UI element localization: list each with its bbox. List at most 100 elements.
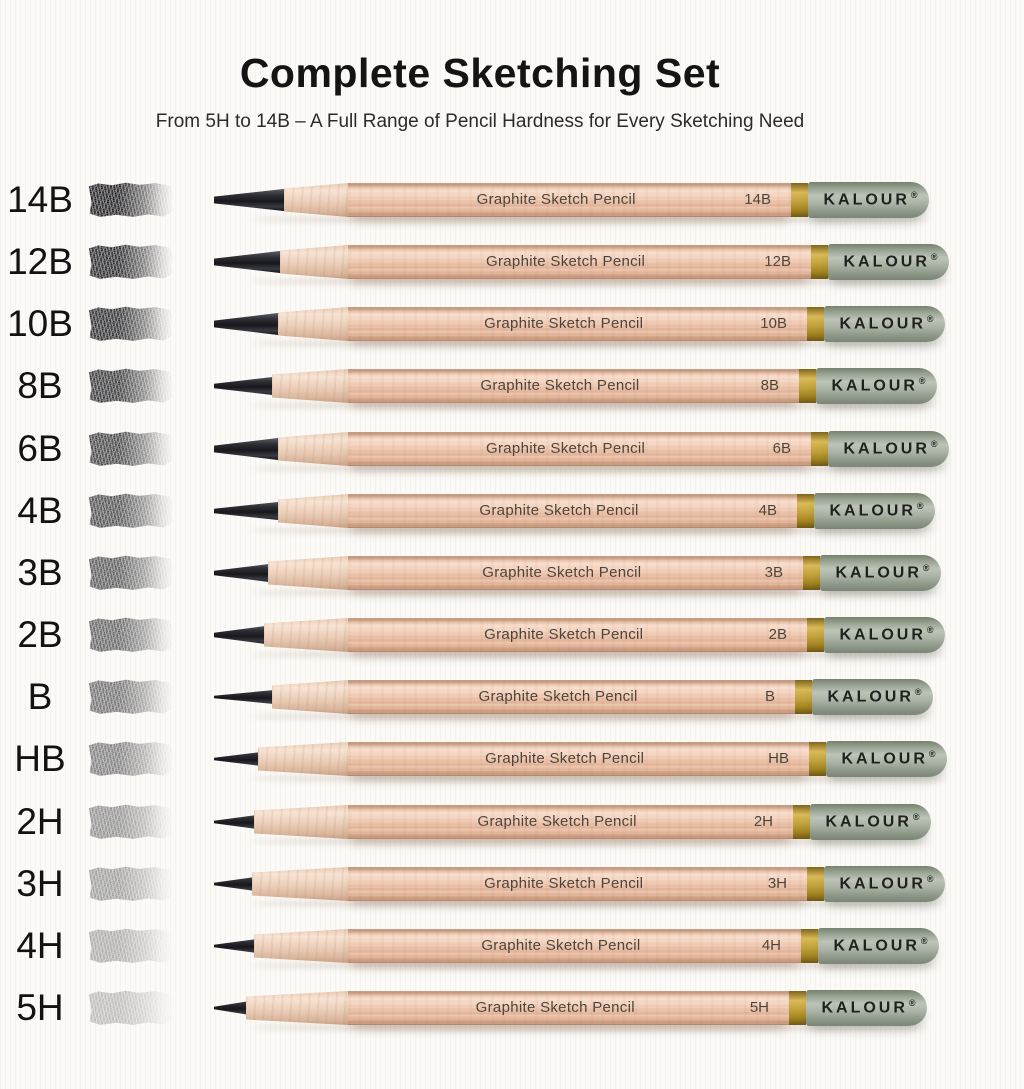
- pencil-shadow: [250, 838, 931, 845]
- pencil: Graphite Sketch Pencil 5H KALOUR®: [0, 977, 1024, 1039]
- swatch-fill: [88, 866, 174, 901]
- pencil-body: Graphite Sketch Pencil 12B: [348, 245, 811, 279]
- brand-name: KALOUR: [829, 502, 916, 520]
- registered-mark: ®: [926, 625, 934, 636]
- grade-label: 6B: [17, 428, 63, 469]
- graphite-tip: [214, 188, 290, 212]
- graphite-swatch: [88, 493, 174, 528]
- pencil-body: Graphite Sketch Pencil 2H: [348, 805, 793, 839]
- grade-label: 14B: [7, 179, 73, 220]
- registered-mark: ®: [922, 563, 930, 574]
- wood-cone: [258, 742, 348, 776]
- main-title: Complete Sketching Set: [239, 50, 721, 96]
- grade-label: 10B: [7, 303, 73, 344]
- pencil-body-label: Graphite Sketch Pencil: [480, 376, 640, 394]
- wood-cone: [264, 618, 348, 652]
- pencil-body-label: Graphite Sketch Pencil: [481, 936, 641, 954]
- pencil-row: 3H Graphite Sketch Pencil 3H KALOUR®: [0, 853, 1024, 915]
- pencil-row: 4B Graphite Sketch Pencil 4B KALOUR®: [0, 480, 1024, 542]
- brand-name: KALOUR: [821, 999, 908, 1017]
- graphite-tip: [214, 376, 278, 396]
- pencil-grade: 8B: [760, 376, 779, 394]
- wood-cone: [278, 432, 348, 466]
- pencil-shadow: [250, 216, 929, 223]
- brand-name: KALOUR: [841, 750, 928, 768]
- pencil-body: Graphite Sketch Pencil 14B: [348, 183, 791, 217]
- gold-band: [789, 991, 806, 1025]
- graphite-swatch: [88, 306, 174, 341]
- pencil-shadow: [250, 713, 933, 720]
- end-cap: KALOUR®: [828, 244, 949, 280]
- pencil: Graphite Sketch Pencil 10B KALOUR®: [0, 293, 1024, 355]
- grade-label: 4H: [16, 925, 64, 966]
- registered-mark: ®: [914, 687, 922, 698]
- registered-mark: ®: [926, 314, 934, 325]
- pencil-row: 5H Graphite Sketch Pencil 5H KALOUR®: [0, 977, 1024, 1039]
- registered-mark: ®: [908, 998, 916, 1009]
- end-cap: KALOUR®: [824, 617, 945, 653]
- pencil: Graphite Sketch Pencil 6B KALOUR®: [0, 418, 1024, 480]
- registered-mark: ®: [916, 501, 924, 512]
- pencil-body-label: Graphite Sketch Pencil: [478, 687, 638, 705]
- brand-name: KALOUR: [843, 253, 930, 271]
- pencil-body-label: Graphite Sketch Pencil: [484, 625, 644, 643]
- pencil-body-label: Graphite Sketch Pencil: [482, 563, 642, 581]
- gold-band: [793, 805, 810, 839]
- gold-band: [811, 432, 828, 466]
- wood-cone: [254, 929, 348, 963]
- gold-band: [801, 929, 818, 963]
- gold-band: [797, 494, 814, 528]
- swatch-texture: [88, 368, 174, 403]
- pencil: Graphite Sketch Pencil 4H KALOUR®: [0, 915, 1024, 977]
- end-cap: KALOUR®: [816, 368, 937, 404]
- swatch-fill: [88, 555, 174, 590]
- pencil-body-label: Graphite Sketch Pencil: [484, 314, 644, 332]
- grade-label: 2B: [17, 614, 63, 655]
- pencil-grade: 3B: [764, 563, 783, 581]
- end-cap: KALOUR®: [818, 928, 939, 964]
- grade-label: 4B: [17, 490, 63, 531]
- gold-band: [791, 183, 808, 217]
- pencil: Graphite Sketch Pencil 2H KALOUR®: [0, 791, 1024, 853]
- brand-text: KALOUR®: [839, 252, 937, 271]
- pencil-shadow: [250, 402, 937, 409]
- pencil-body: Graphite Sketch Pencil HB: [348, 742, 809, 776]
- swatch-texture: [88, 679, 174, 714]
- gold-band: [809, 742, 826, 776]
- wood-cone: [268, 556, 348, 590]
- brand-name: KALOUR: [839, 875, 926, 893]
- registered-mark: ®: [910, 190, 918, 201]
- pencil-shadow: [250, 962, 939, 969]
- grade-label: 8B: [17, 365, 63, 406]
- swatch-fill: [88, 990, 174, 1025]
- pencil: Graphite Sketch Pencil HB KALOUR®: [0, 728, 1024, 790]
- swatch-fill: [88, 182, 174, 217]
- pencil-grade: 12B: [764, 252, 791, 270]
- swatch-fill: [88, 306, 174, 341]
- brand-name: KALOUR: [831, 377, 918, 395]
- swatch-fill: [88, 431, 174, 466]
- pencil-grade: 4H: [761, 936, 781, 954]
- pencil-row: 3B Graphite Sketch Pencil 3B KALOUR®: [0, 542, 1024, 604]
- swatch-texture: [88, 493, 174, 528]
- wood-cone: [254, 805, 348, 839]
- pencil-grade: HB: [768, 749, 789, 767]
- graphite-tip: [214, 437, 284, 461]
- pencil-grade: 5H: [749, 998, 769, 1016]
- swatch-texture: [88, 804, 174, 839]
- wood-cone: [284, 183, 348, 217]
- pencil-grade: 2B: [768, 625, 787, 643]
- gold-band: [795, 680, 812, 714]
- pencil: Graphite Sketch Pencil 4B KALOUR®: [0, 480, 1024, 542]
- gold-band: [807, 618, 824, 652]
- swatch-fill: [88, 493, 174, 528]
- brand-text: KALOUR®: [835, 625, 933, 644]
- registered-mark: ®: [918, 376, 926, 387]
- pencil-shadow: [250, 1024, 927, 1031]
- pencil-shadow: [250, 527, 935, 534]
- grade-label: 3H: [16, 863, 64, 904]
- brand-text: KALOUR®: [839, 439, 937, 458]
- swatch-fill: [88, 928, 174, 963]
- swatch-texture: [88, 306, 174, 341]
